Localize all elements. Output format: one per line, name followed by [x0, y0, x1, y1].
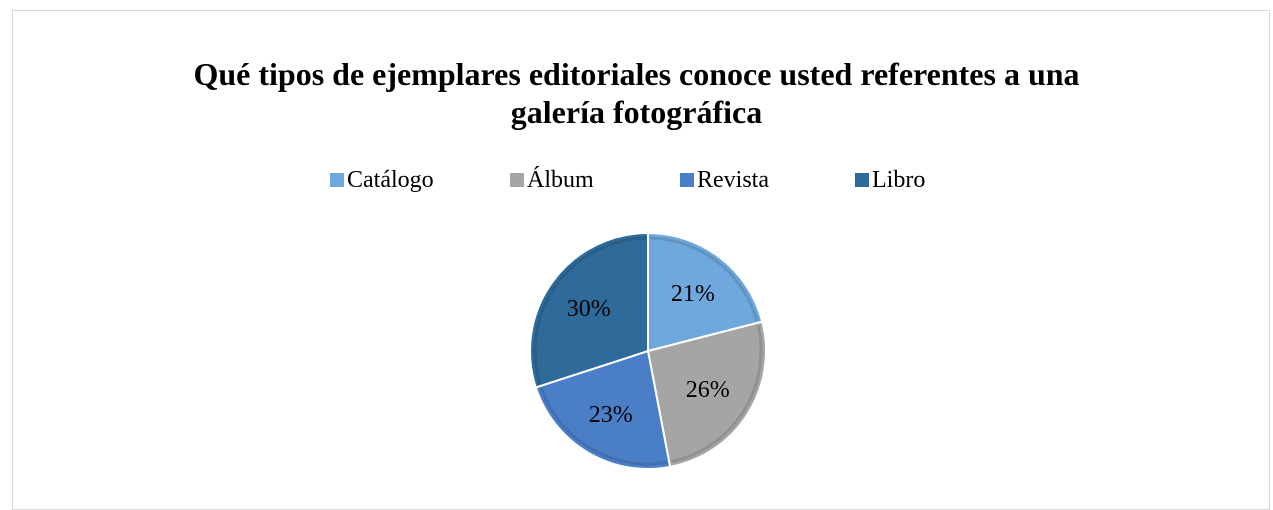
legend-item-catalogo: Catálogo — [330, 165, 434, 195]
legend-swatch-revista — [680, 173, 694, 187]
legend-swatch-libro — [855, 173, 869, 187]
pie-label-revista: 23% — [589, 402, 633, 428]
chart-legend: Catálogo Álbum Revista Libro — [0, 165, 1273, 195]
pie-slice-bevel-album — [671, 324, 763, 464]
legend-label-revista: Revista — [697, 166, 769, 193]
pie-slice-album — [646, 320, 767, 469]
pie-slice-revista — [534, 349, 672, 470]
legend-label-catalogo: Catálogo — [347, 166, 434, 193]
chart-title: Qué tipos de ejemplares editoriales cono… — [0, 55, 1273, 131]
legend-swatch-catalogo — [330, 173, 344, 187]
legend-label-libro: Libro — [872, 166, 926, 193]
pie-slice-bevel-catalogo — [650, 236, 759, 322]
pie-label-libro: 30% — [567, 296, 611, 322]
pie-slice-bevel-libro — [533, 236, 646, 385]
pie-slice-libro — [529, 231, 649, 389]
pie-chart: 21% 26% 23% 30% — [529, 231, 767, 470]
pie-label-album: 26% — [686, 377, 730, 403]
chart-title-line-2: galería fotográfica — [510, 94, 763, 130]
pie-slice-bevel-revista — [539, 387, 668, 466]
pie-label-catalogo: 21% — [671, 281, 715, 307]
pie-labels: 21% 26% 23% 30% — [567, 281, 730, 428]
legend-item-libro: Libro — [855, 165, 925, 195]
legend-item-revista: Revista — [680, 165, 769, 195]
legend-swatch-album — [510, 173, 524, 187]
legend-label-album: Álbum — [527, 166, 594, 193]
legend-item-album: Álbum — [510, 165, 594, 195]
chart-title-line-1: Qué tipos de ejemplares editoriales cono… — [193, 56, 1080, 92]
pie-slices — [529, 231, 767, 470]
pie-slice-catalogo — [647, 231, 764, 353]
